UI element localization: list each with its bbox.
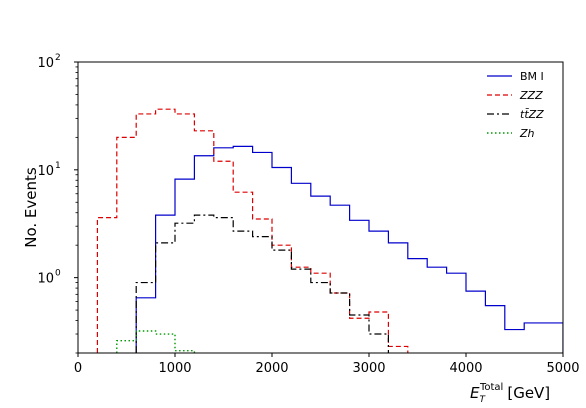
legend: BM I ZZZ tt̄ZZ Zh [487,70,544,140]
legend-label-zzz: ZZZ [519,89,543,102]
x-tick-label: 5000 [546,361,579,376]
y-axis-label: No. Events [22,167,40,248]
y-tick-label: 102 [37,53,60,71]
series-zh-histogram [116,330,196,353]
y-axis: 100 101 102 [37,53,78,354]
y-tick-label: 101 [37,161,60,179]
x-tick-label: 0 [74,361,82,376]
x-tick-label: 1000 [158,361,191,376]
plot-frame [77,61,564,354]
plot-marks [96,108,563,353]
x-axis-label-sup: Total [479,382,503,393]
x-tick-label: 4000 [449,361,482,376]
x-axis-label-unit: [GeV] [507,384,550,402]
x-axis-label-symbol: E [470,384,480,402]
legend-label-bm1: BM I [520,70,544,83]
x-axis: 0 1000 2000 3000 4000 5000 [74,353,580,376]
y-tick-label: 100 [37,269,61,287]
x-axis-label: ET Total [GeV] [470,382,550,405]
x-tick-label: 3000 [352,361,385,376]
x-tick-label: 2000 [255,361,288,376]
legend-label-zh: Zh [519,127,535,140]
series-ttzz-histogram [135,214,389,353]
series-bm1-histogram [135,145,563,353]
legend-label-ttzz: tt̄ZZ [520,108,544,121]
series-zzz-histogram [96,108,409,353]
x-axis-label-sub: T [479,395,486,405]
